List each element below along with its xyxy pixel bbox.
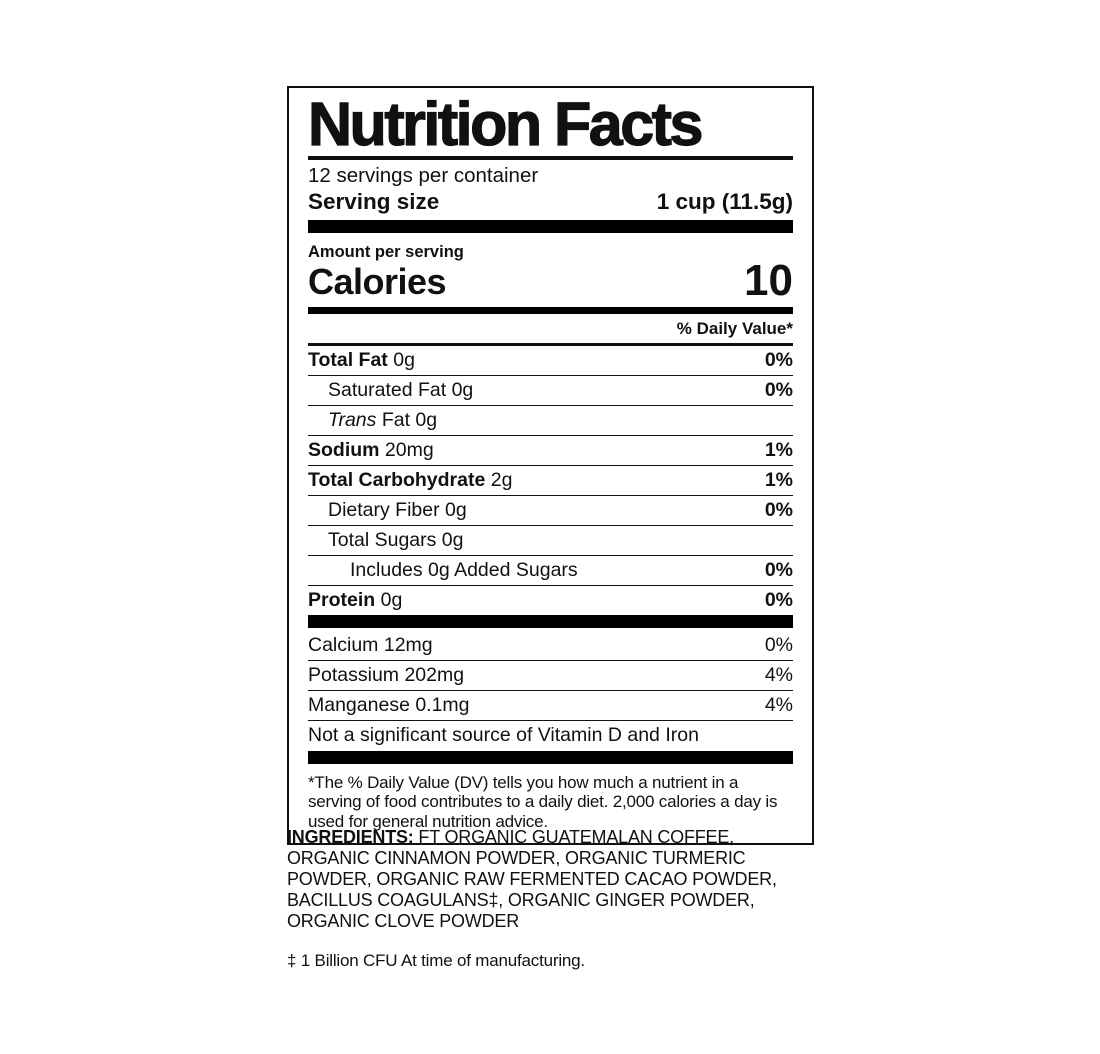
nutrient-row-total-carbohydrate: Total Carbohydrate 2g 1% bbox=[308, 466, 793, 496]
micronutrient-dv: 4% bbox=[764, 663, 793, 686]
servings-per-container: 12 servings per container bbox=[308, 163, 539, 187]
nutrient-dv: 0% bbox=[764, 558, 793, 581]
nutrient-dv: 1% bbox=[764, 438, 793, 461]
nutrient-dv: 0% bbox=[764, 498, 793, 521]
nutrient-row-added-sugars: Includes 0g Added Sugars 0% bbox=[308, 556, 793, 586]
ingredients-text: INGREDIENTS: FT ORGANIC GUATEMALAN COFFE… bbox=[287, 827, 795, 932]
nutrient-dv: 0% bbox=[764, 378, 793, 401]
nutrient-name: Dietary Fiber 0g bbox=[328, 498, 467, 521]
nutrient-row-dietary-fiber: Dietary Fiber 0g 0% bbox=[308, 496, 793, 526]
divider-bar-thick bbox=[308, 750, 793, 764]
daily-value-footnote: *The % Daily Value (DV) tells you how mu… bbox=[308, 772, 778, 831]
micronutrient-name: Manganese 0.1mg bbox=[308, 693, 470, 716]
nutrition-facts-title: Nutrition Facts bbox=[307, 90, 704, 158]
micronutrient-name: Potassium 202mg bbox=[308, 663, 465, 686]
nutrient-row-trans-fat: Trans Fat 0g bbox=[308, 406, 793, 436]
divider-bar-thick bbox=[308, 219, 793, 233]
nutrient-name: Includes 0g Added Sugars bbox=[350, 558, 578, 581]
divider-bar-medium bbox=[308, 306, 793, 314]
micronutrient-row-calcium: Calcium 12mg 0% bbox=[308, 631, 793, 661]
cfu-note: ‡ 1 Billion CFU At time of manufacturing… bbox=[287, 951, 585, 970]
nutrient-row-total-fat: Total Fat 0g 0% bbox=[308, 342, 793, 376]
calories-label: Calories bbox=[308, 260, 447, 302]
nutrient-dv: 1% bbox=[764, 468, 793, 491]
serving-size-label: Serving size bbox=[308, 188, 440, 214]
not-significant-note: Not a significant source of Vitamin D an… bbox=[308, 723, 699, 746]
nutrient-name: Total Sugars 0g bbox=[328, 528, 464, 551]
serving-size-value: 1 cup (11.5g) bbox=[656, 188, 793, 214]
calories-value: 10 bbox=[744, 255, 793, 305]
ingredients-list: FT ORGANIC GUATEMALAN COFFEE, ORGANIC CI… bbox=[287, 827, 777, 931]
micronutrient-dv: 0% bbox=[764, 633, 793, 656]
nutrient-name: Trans Fat 0g bbox=[328, 408, 438, 431]
divider-bar-thick bbox=[308, 614, 793, 628]
title-rule bbox=[308, 156, 793, 160]
micronutrient-dv: 4% bbox=[764, 693, 793, 716]
nutrient-name: Protein 0g bbox=[308, 588, 403, 611]
ingredients-label: INGREDIENTS: bbox=[287, 827, 414, 847]
micronutrient-row-potassium: Potassium 202mg 4% bbox=[308, 661, 793, 691]
nutrient-dv: 0% bbox=[764, 348, 793, 371]
serving-size-row: Serving size 1 cup (11.5g) bbox=[308, 189, 793, 220]
calories-row: Calories 10 bbox=[308, 255, 793, 307]
nutrient-name: Sodium 20mg bbox=[308, 438, 434, 461]
nutrition-facts-panel: Nutrition Facts 12 servings per containe… bbox=[287, 86, 814, 845]
micronutrient-name: Calcium 12mg bbox=[308, 633, 433, 656]
nutrient-row-sodium: Sodium 20mg 1% bbox=[308, 436, 793, 466]
nutrient-dv: 0% bbox=[764, 588, 793, 611]
ingredients-section: INGREDIENTS: FT ORGANIC GUATEMALAN COFFE… bbox=[287, 827, 795, 971]
nutrient-name: Saturated Fat 0g bbox=[328, 378, 474, 401]
micronutrient-row-manganese: Manganese 0.1mg 4% bbox=[308, 691, 793, 721]
nutrient-row-protein: Protein 0g 0% bbox=[308, 586, 793, 615]
nutrient-name: Total Fat 0g bbox=[308, 348, 415, 371]
nutrient-row-total-sugars: Total Sugars 0g bbox=[308, 526, 793, 556]
amount-per-serving-label: Amount per serving bbox=[308, 242, 464, 261]
daily-value-header: % Daily Value* bbox=[676, 318, 793, 338]
nutrient-row-saturated-fat: Saturated Fat 0g 0% bbox=[308, 376, 793, 406]
nutrient-name: Total Carbohydrate 2g bbox=[308, 468, 513, 491]
